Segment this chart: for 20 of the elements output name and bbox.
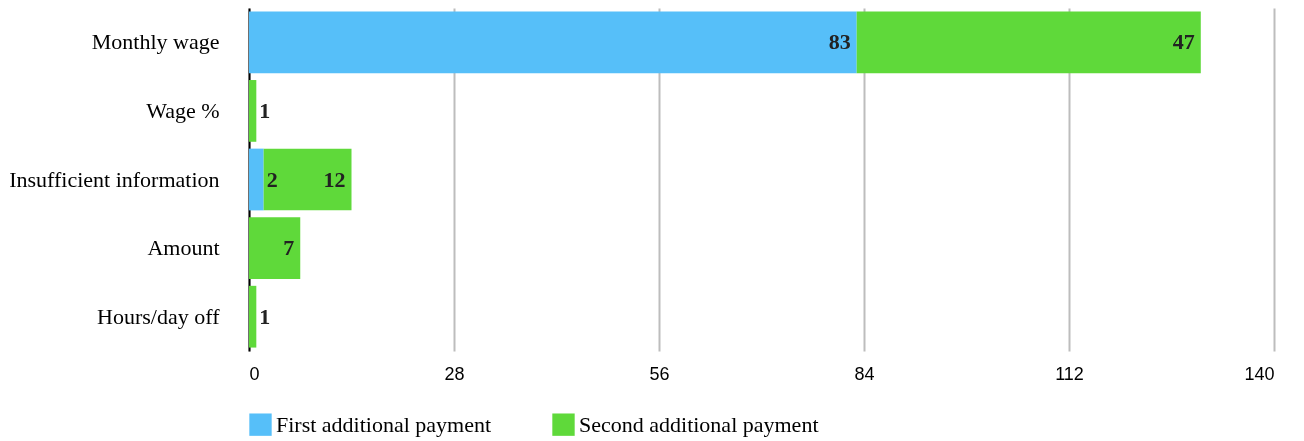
data-label: 12 — [323, 166, 346, 192]
legend-label: First additional payment — [276, 411, 492, 437]
data-label: 7 — [283, 235, 295, 261]
y-tick-label: Monthly wage — [91, 29, 220, 55]
x-tick-label: 28 — [444, 363, 465, 384]
y-tick-label: Insufficient information — [9, 166, 220, 192]
legend-label: Second additional payment — [579, 411, 819, 437]
x-tick-label: 112 — [1055, 363, 1084, 384]
x-tick-label: 56 — [649, 363, 670, 384]
data-label: 1 — [259, 97, 271, 123]
y-tick-label: Hours/day off — [97, 303, 221, 329]
data-label: 1 — [259, 303, 271, 329]
x-tick-label: 84 — [854, 363, 875, 384]
x-tick-label: 0 — [249, 363, 260, 384]
x-tick-label: 140 — [1244, 363, 1275, 384]
y-tick-label: Wage % — [146, 97, 220, 123]
data-label: 47 — [1172, 29, 1195, 55]
data-label: 83 — [828, 29, 851, 55]
data-label: 2 — [266, 166, 278, 192]
y-tick-label: Amount — [147, 235, 220, 261]
